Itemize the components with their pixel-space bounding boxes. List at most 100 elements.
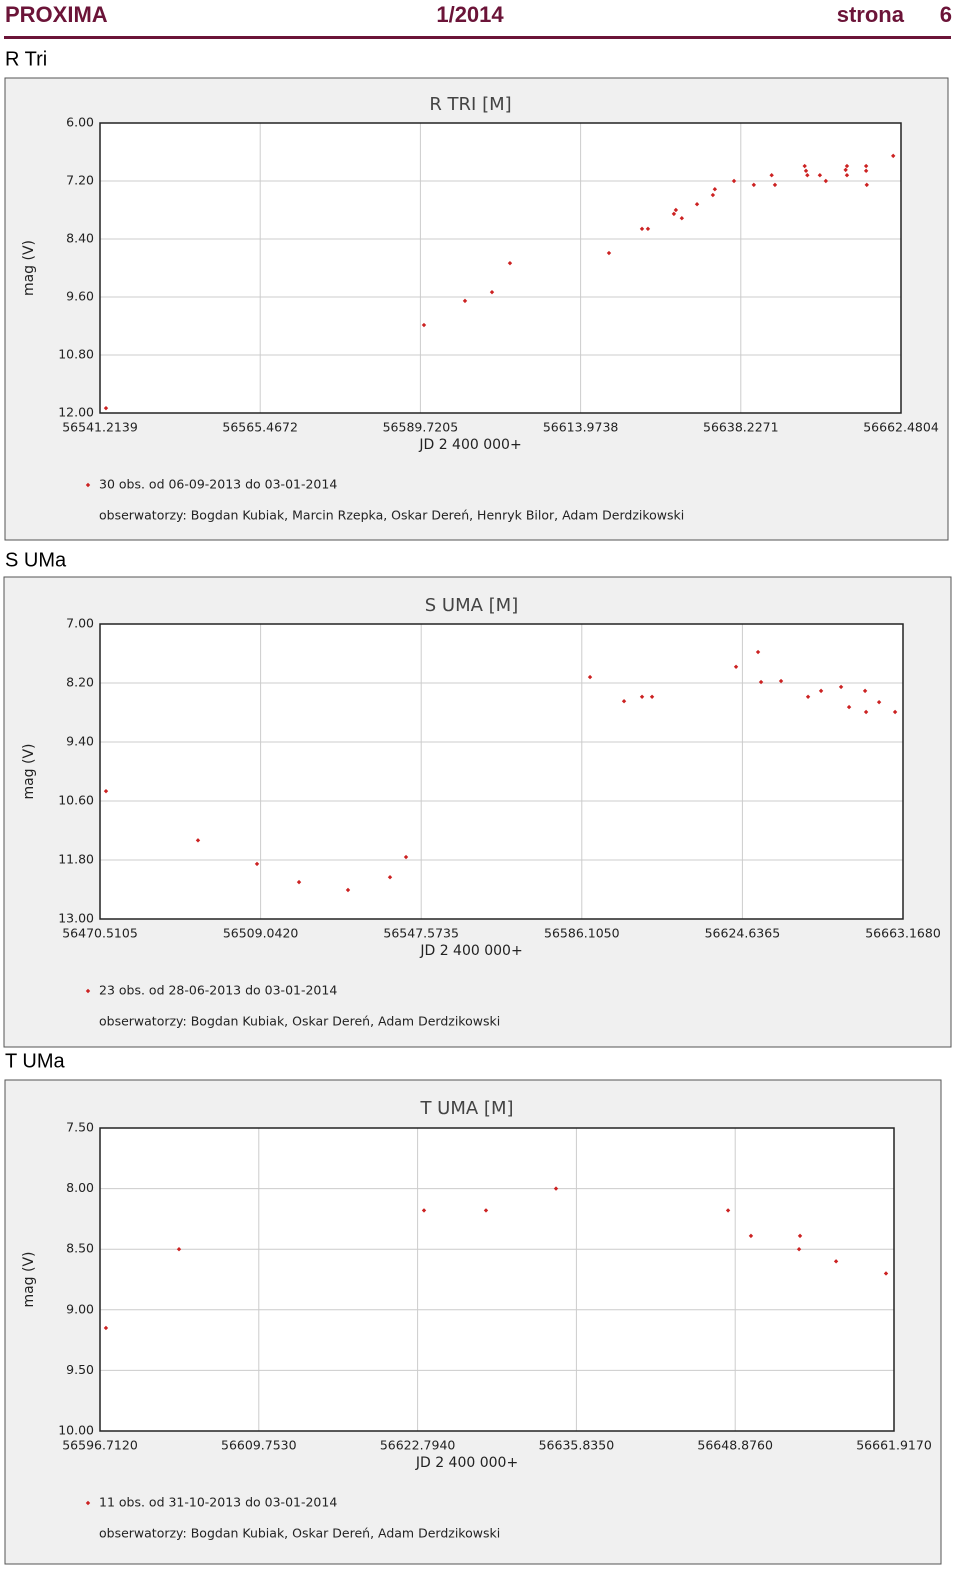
data-point bbox=[421, 1208, 427, 1213]
data-point bbox=[864, 182, 869, 188]
chart-title: T UMA [M] bbox=[419, 1098, 513, 1119]
data-point bbox=[863, 168, 869, 174]
data-point bbox=[639, 694, 645, 699]
x-tick-label: 56663.1680 bbox=[865, 926, 941, 941]
x-tick-label: 56661.9170 bbox=[856, 1438, 932, 1453]
x-tick-label: 56509.0420 bbox=[223, 926, 299, 941]
data-point bbox=[176, 1247, 182, 1252]
data-point bbox=[296, 879, 302, 885]
data-point bbox=[876, 699, 882, 705]
header-left: PROXIMA bbox=[5, 2, 108, 27]
data-point bbox=[733, 664, 739, 669]
y-tick-label: 11.80 bbox=[58, 852, 94, 867]
data-point bbox=[671, 211, 677, 217]
data-point bbox=[403, 854, 409, 860]
data-point bbox=[823, 178, 829, 184]
data-point bbox=[769, 173, 774, 178]
y-tick-label: 12.00 bbox=[58, 405, 94, 420]
legend-marker bbox=[85, 482, 91, 488]
x-tick-label: 56609.7530 bbox=[221, 1438, 297, 1453]
data-point bbox=[844, 163, 850, 169]
data-point bbox=[587, 674, 593, 680]
data-point bbox=[462, 298, 468, 304]
data-point bbox=[195, 838, 201, 843]
data-point bbox=[751, 182, 757, 188]
data-point bbox=[748, 1233, 754, 1239]
data-point bbox=[797, 1233, 803, 1239]
data-point bbox=[387, 875, 393, 880]
y-tick-label: 8.20 bbox=[66, 675, 94, 690]
data-point bbox=[758, 679, 764, 685]
y-tick-label: 8.00 bbox=[66, 1180, 94, 1195]
data-point bbox=[103, 1325, 109, 1331]
plot-area bbox=[100, 624, 903, 919]
y-tick-label: 8.50 bbox=[66, 1241, 94, 1256]
data-point bbox=[863, 709, 869, 715]
x-tick-label: 56470.5105 bbox=[62, 926, 138, 941]
data-point bbox=[755, 649, 761, 655]
data-point bbox=[817, 173, 823, 178]
x-tick-label: 56541.2139 bbox=[62, 420, 138, 435]
data-point bbox=[621, 698, 627, 704]
y-tick-label: 7.50 bbox=[66, 1120, 94, 1135]
data-point bbox=[639, 226, 645, 232]
y-tick-label: 10.80 bbox=[58, 347, 94, 362]
data-point bbox=[838, 684, 844, 690]
legend-marker bbox=[85, 988, 91, 994]
y-axis-label: mag (V) bbox=[21, 240, 37, 296]
observers-note: obserwatorzy: Bogdan Kubiak, Oskar Dereń… bbox=[99, 1014, 500, 1029]
data-point bbox=[844, 173, 850, 178]
y-tick-label: 9.50 bbox=[66, 1362, 94, 1377]
x-axis-label: JD 2 400 000+ bbox=[415, 1455, 518, 1471]
y-axis-label: mag (V) bbox=[21, 1251, 37, 1307]
data-point bbox=[679, 216, 685, 221]
x-tick-label: 56635.8350 bbox=[539, 1438, 615, 1453]
data-point bbox=[772, 182, 778, 188]
x-tick-label: 56596.7120 bbox=[62, 1438, 138, 1453]
chart-title: S UMA [M] bbox=[425, 595, 518, 616]
data-point bbox=[883, 1271, 889, 1276]
x-tick-label: 56613.9738 bbox=[543, 420, 619, 435]
data-point bbox=[778, 678, 784, 684]
x-tick-label: 56565.4672 bbox=[222, 420, 298, 435]
observers-note: obserwatorzy: Bogdan Kubiak, Oskar Dereń… bbox=[99, 1526, 500, 1541]
data-point bbox=[710, 192, 716, 198]
x-tick-label: 56622.7940 bbox=[380, 1438, 456, 1453]
x-axis-label: JD 2 400 000+ bbox=[419, 943, 522, 959]
x-tick-label: 56589.7205 bbox=[383, 420, 459, 435]
y-tick-label: 7.20 bbox=[66, 173, 94, 188]
y-tick-label: 9.60 bbox=[66, 289, 94, 304]
data-point bbox=[649, 694, 655, 699]
data-point bbox=[483, 1208, 489, 1213]
y-tick-label: 9.00 bbox=[66, 1301, 94, 1316]
plot-frame bbox=[99, 623, 904, 920]
plot-area bbox=[100, 1128, 894, 1431]
data-point bbox=[802, 163, 807, 169]
section-title: T UMa bbox=[5, 1050, 66, 1072]
observers-note: obserwatorzy: Bogdan Kubiak, Marcin Rzep… bbox=[99, 508, 684, 523]
legend-label: 23 obs. od 28-06-2013 do 03-01-2014 bbox=[99, 983, 337, 998]
y-tick-label: 6.00 bbox=[66, 115, 94, 130]
x-tick-label: 56624.6365 bbox=[705, 926, 781, 941]
x-tick-label: 56662.4804 bbox=[863, 420, 939, 435]
data-point bbox=[805, 694, 811, 699]
data-point bbox=[725, 1208, 731, 1213]
section-title: R Tri bbox=[5, 48, 47, 70]
chart-title: R TRI [M] bbox=[429, 94, 511, 115]
data-point bbox=[606, 250, 612, 256]
data-point bbox=[553, 1186, 559, 1191]
legend-label: 11 obs. od 31-10-2013 do 03-01-2014 bbox=[99, 1495, 337, 1510]
data-point bbox=[345, 887, 351, 893]
data-point bbox=[796, 1247, 802, 1252]
data-point bbox=[862, 688, 868, 694]
data-point bbox=[254, 861, 260, 867]
header-page-number: 6 bbox=[940, 2, 952, 27]
data-point bbox=[712, 187, 718, 192]
header-page-label: strona bbox=[837, 2, 905, 27]
plot-frame bbox=[99, 122, 902, 414]
